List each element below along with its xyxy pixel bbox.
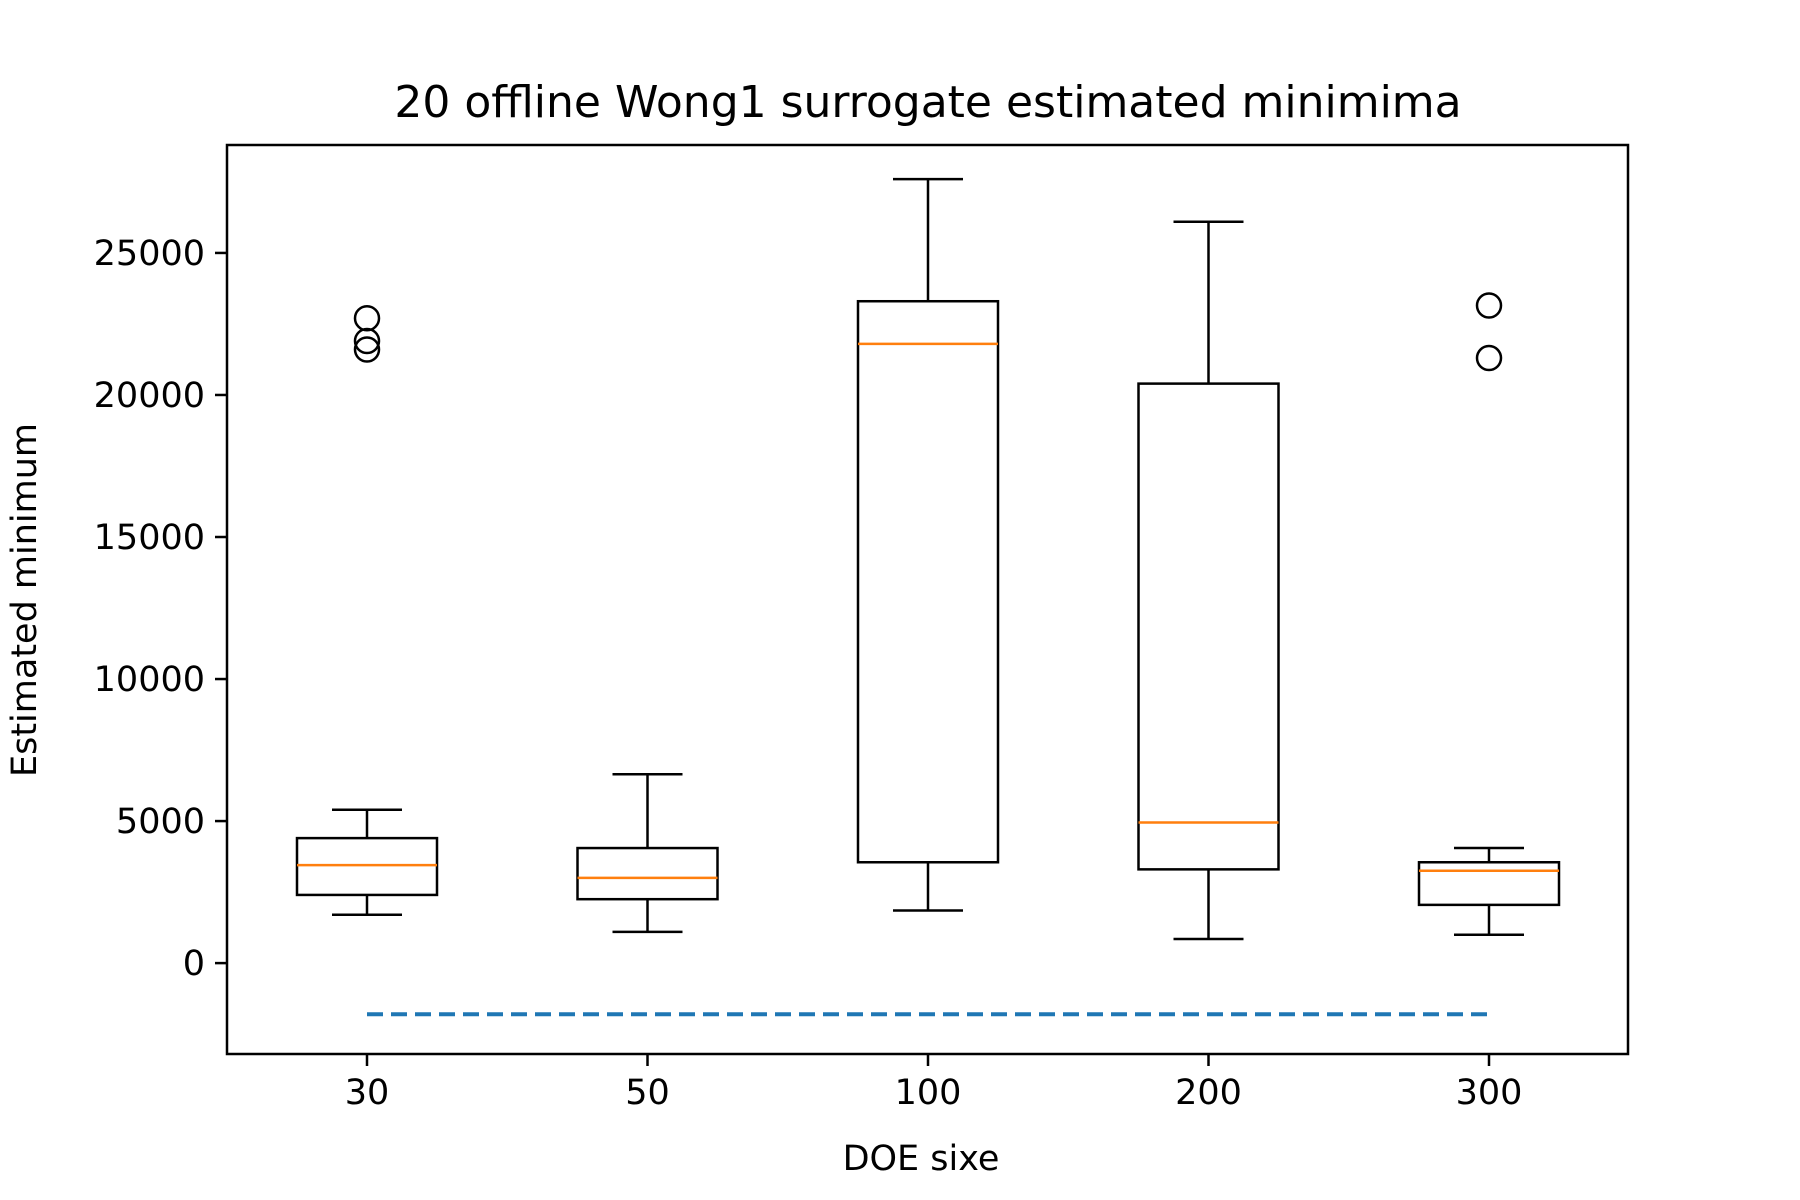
outlier-point	[1475, 344, 1503, 372]
x-tick-label: 300	[1456, 1073, 1523, 1113]
chart-title: 20 offline Wong1 surrogate estimated min…	[394, 77, 1461, 128]
x-tick-label: 200	[1175, 1073, 1242, 1113]
outlier-point	[353, 305, 381, 332]
x-axis-label: DOE sixe	[843, 1139, 1000, 1179]
outlier-point	[353, 327, 381, 355]
box-group-50	[576, 772, 719, 934]
y-axis-label: Estimated minimum	[5, 423, 45, 777]
x-tick-label: 100	[895, 1073, 962, 1113]
box-iqr	[295, 836, 439, 897]
plot-area	[295, 177, 1561, 1017]
box-iqr	[1137, 382, 1280, 871]
x-tick-label: 30	[345, 1073, 390, 1113]
y-tick-label: 25000	[94, 234, 205, 274]
y-tick-label: 10000	[94, 660, 205, 700]
outlier-point	[1475, 292, 1503, 319]
box-iqr	[856, 299, 1000, 864]
box-group-100	[856, 177, 1000, 912]
box-group-30	[295, 305, 439, 917]
outlier-point	[353, 336, 381, 363]
box-group-300	[1417, 292, 1561, 936]
x-tick-label: 50	[625, 1073, 670, 1113]
box-group-200	[1137, 220, 1280, 941]
x-axis: 30 50 100 200 300	[345, 1054, 1523, 1113]
y-tick-label: 0	[183, 944, 205, 984]
y-tick-label: 5000	[116, 802, 205, 842]
box-iqr	[1417, 861, 1561, 907]
y-tick-label: 20000	[94, 376, 205, 416]
box-iqr	[576, 846, 719, 901]
y-axis: 0 5000 10000 15000 20000 25000	[94, 234, 227, 984]
y-tick-label: 15000	[94, 518, 205, 558]
